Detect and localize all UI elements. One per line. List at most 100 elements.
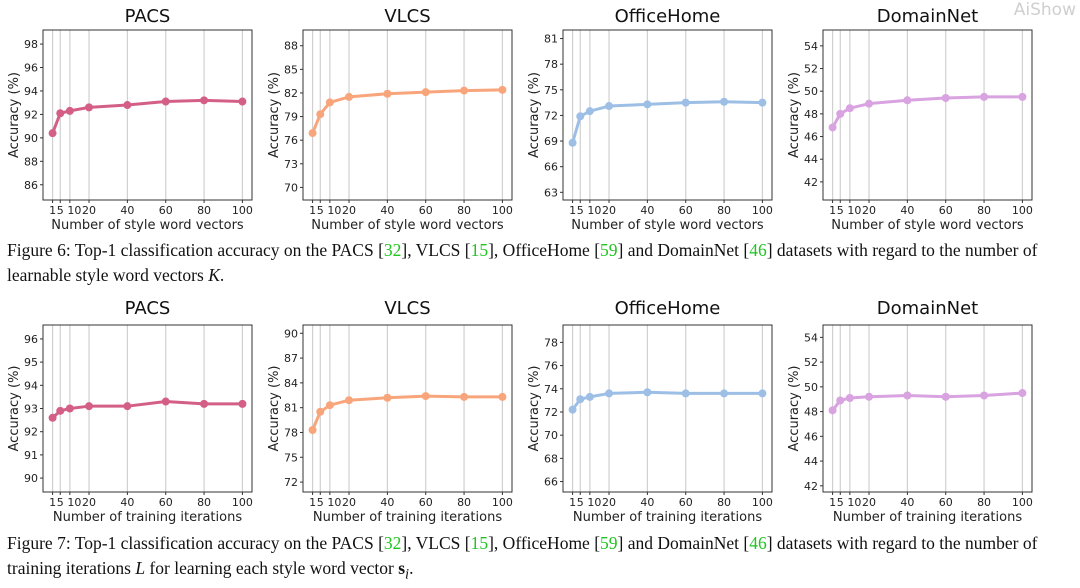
- y-tick-label: 88: [284, 40, 298, 53]
- chart-title: PACS: [125, 6, 171, 27]
- x-tick-label: 100: [752, 496, 773, 509]
- data-point: [56, 109, 65, 118]
- y-tick-label: 72: [284, 476, 298, 489]
- chart-panel-domainnet: DomainNet 42 44 46 48 50 52 54 1 5 10 20 40 60 80 100Nu…: [787, 298, 1033, 525]
- series-line: [571, 100, 763, 144]
- data-point: [828, 123, 837, 132]
- y-tick-label: 44: [804, 153, 818, 166]
- caption-text: ], VLCS [: [401, 533, 471, 553]
- data-point: [383, 393, 392, 402]
- x-tick-label: 1: [569, 496, 576, 509]
- y-tick-label: 50: [804, 381, 818, 394]
- y-axis-label: Accuracy (%): [7, 72, 22, 158]
- x-tick-label: 1: [829, 496, 836, 509]
- y-tick-label: 94: [24, 379, 38, 392]
- data-point: [585, 107, 594, 116]
- x-tick-label: 80: [457, 496, 471, 509]
- citation-link[interactable]: 15: [470, 240, 489, 260]
- x-tick-label: 40: [900, 496, 914, 509]
- x-tick-label: 20: [602, 204, 616, 217]
- citation-link[interactable]: 46: [749, 533, 767, 553]
- x-axis-label: Number of training iterations: [833, 510, 1022, 525]
- plot-frame: [302, 29, 513, 201]
- citation-link[interactable]: 32: [383, 533, 402, 553]
- y-tick-label: 90: [284, 327, 298, 340]
- x-tick-label: 100: [752, 204, 773, 217]
- chart-panel-vlcs: VLCS 72 75 78 81 84 87 90 1 5 10 20 40 60 80 100Number …: [267, 298, 513, 525]
- x-tick-label: 5: [57, 496, 64, 509]
- x-tick-label: 60: [159, 204, 173, 217]
- x-tick-label: 40: [900, 204, 914, 217]
- plot-frame: [302, 324, 513, 493]
- data-point: [238, 399, 247, 408]
- x-tick-label: 20: [862, 204, 876, 217]
- x-tick-label: 1: [49, 204, 56, 217]
- x-tick-label: 20: [82, 204, 96, 217]
- y-axis-label: Accuracy (%): [267, 72, 282, 158]
- citation-link[interactable]: 15: [470, 533, 489, 553]
- chart-panel-pacs: PACS 86 88 90 92 94 96 98 1 5 10 20 40 60 80 100Number …: [7, 6, 253, 233]
- chart-title: VLCS: [384, 6, 430, 27]
- y-tick-label: 85: [284, 63, 298, 76]
- x-tick-label: 10: [327, 204, 341, 217]
- chart-title: OfficeHome: [615, 298, 721, 319]
- chart-panel-vlcs: VLCS 70 73 76 79 82 85 88 1 5 10 20 40 60 80 100Number …: [267, 6, 513, 233]
- x-tick-label: 80: [717, 496, 731, 509]
- caption-text: ] datasets with regard to the number of …: [7, 533, 1038, 578]
- math-variable: K: [208, 265, 220, 285]
- y-tick-label: 84: [284, 377, 298, 390]
- chart-title: OfficeHome: [615, 6, 721, 27]
- x-tick-label: 5: [577, 496, 584, 509]
- data-point: [903, 391, 912, 400]
- citation-link[interactable]: 46: [749, 240, 767, 260]
- y-tick-label: 52: [804, 63, 818, 76]
- data-point: [903, 96, 912, 105]
- y-tick-label: 94: [24, 85, 38, 98]
- x-tick-label: 1: [309, 496, 316, 509]
- citation-link[interactable]: 59: [600, 240, 618, 260]
- data-point: [200, 96, 209, 105]
- x-tick-label: 5: [577, 204, 584, 217]
- chart-panel-domainnet: DomainNet 42 44 46 48 50 52 54 1 5 10 20 40 60 80 100Nu…: [787, 6, 1033, 233]
- chart-panel-pacs: PACS 90 91 92 93 94 95 96 1 5 10 20 40 60 80 100Number …: [7, 298, 253, 525]
- x-tick-label: 10: [67, 496, 81, 509]
- x-tick-label: 100: [232, 496, 253, 509]
- y-tick-label: 86: [24, 179, 38, 192]
- chart-title: VLCS: [384, 298, 430, 319]
- data-point: [720, 389, 729, 398]
- series-line: [51, 400, 243, 419]
- caption-text: ] and DomainNet [: [617, 533, 750, 553]
- data-point: [161, 397, 170, 406]
- citation-link[interactable]: 59: [600, 533, 618, 553]
- data-point: [605, 389, 614, 398]
- data-point: [1018, 92, 1027, 101]
- x-tick-label: 60: [419, 204, 433, 217]
- y-tick-label: 76: [284, 134, 298, 147]
- x-tick-label: 10: [847, 204, 861, 217]
- caption-text: ] datasets with regard to the number of …: [7, 240, 1038, 285]
- x-tick-label: 60: [939, 496, 953, 509]
- data-point: [720, 97, 729, 106]
- y-tick-label: 70: [284, 181, 298, 194]
- chart-panel-officehome: OfficeHome 63 66 69 72 75 78 81 1 5 10 20 40 60 80 100N…: [527, 6, 773, 233]
- x-tick-label: 100: [492, 496, 513, 509]
- data-point: [568, 138, 577, 147]
- math-variable: L: [135, 558, 146, 578]
- citation-link[interactable]: 32: [383, 240, 402, 260]
- y-tick-label: 74: [544, 383, 558, 396]
- data-point: [56, 406, 65, 415]
- data-point: [161, 97, 170, 106]
- data-point: [568, 405, 577, 414]
- data-point: [585, 392, 594, 401]
- x-tick-label: 20: [342, 204, 356, 217]
- x-tick-label: 5: [57, 204, 64, 217]
- x-tick-label: 20: [342, 496, 356, 509]
- data-point: [123, 402, 132, 411]
- math-subscript: i: [405, 566, 410, 583]
- y-tick-label: 54: [804, 331, 818, 344]
- series-line: [831, 391, 1023, 412]
- data-point: [980, 391, 989, 400]
- data-point: [85, 103, 94, 112]
- y-tick-label: 44: [804, 455, 818, 468]
- x-tick-label: 60: [939, 204, 953, 217]
